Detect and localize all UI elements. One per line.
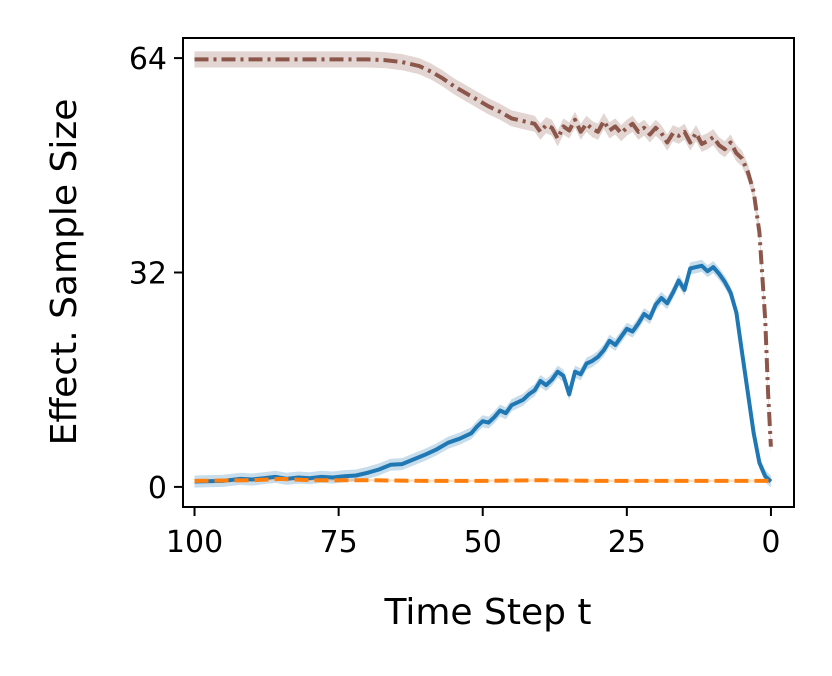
x-tick-label: 50 (464, 525, 502, 560)
x-tick-label: 25 (608, 525, 646, 560)
series-2-line (194, 263, 773, 484)
y-tick-label: 32 (129, 257, 167, 292)
x-axis-label: Time Step t (383, 592, 591, 633)
x-tick-label: 100 (166, 525, 223, 560)
y-axis-label: Effect. Sample Size (44, 99, 85, 446)
x-axis-ticks: 100 75 50 25 0 (166, 507, 780, 560)
y-tick-label: 64 (129, 42, 167, 77)
y-tick-label: 0 (148, 471, 167, 506)
series-lines (194, 57, 773, 484)
x-tick-label: 75 (320, 525, 358, 560)
x-tick-label: 0 (761, 525, 780, 560)
y-axis-ticks: 0 32 64 (129, 42, 183, 506)
series-3-line (194, 476, 771, 483)
series-1-line (194, 57, 773, 447)
